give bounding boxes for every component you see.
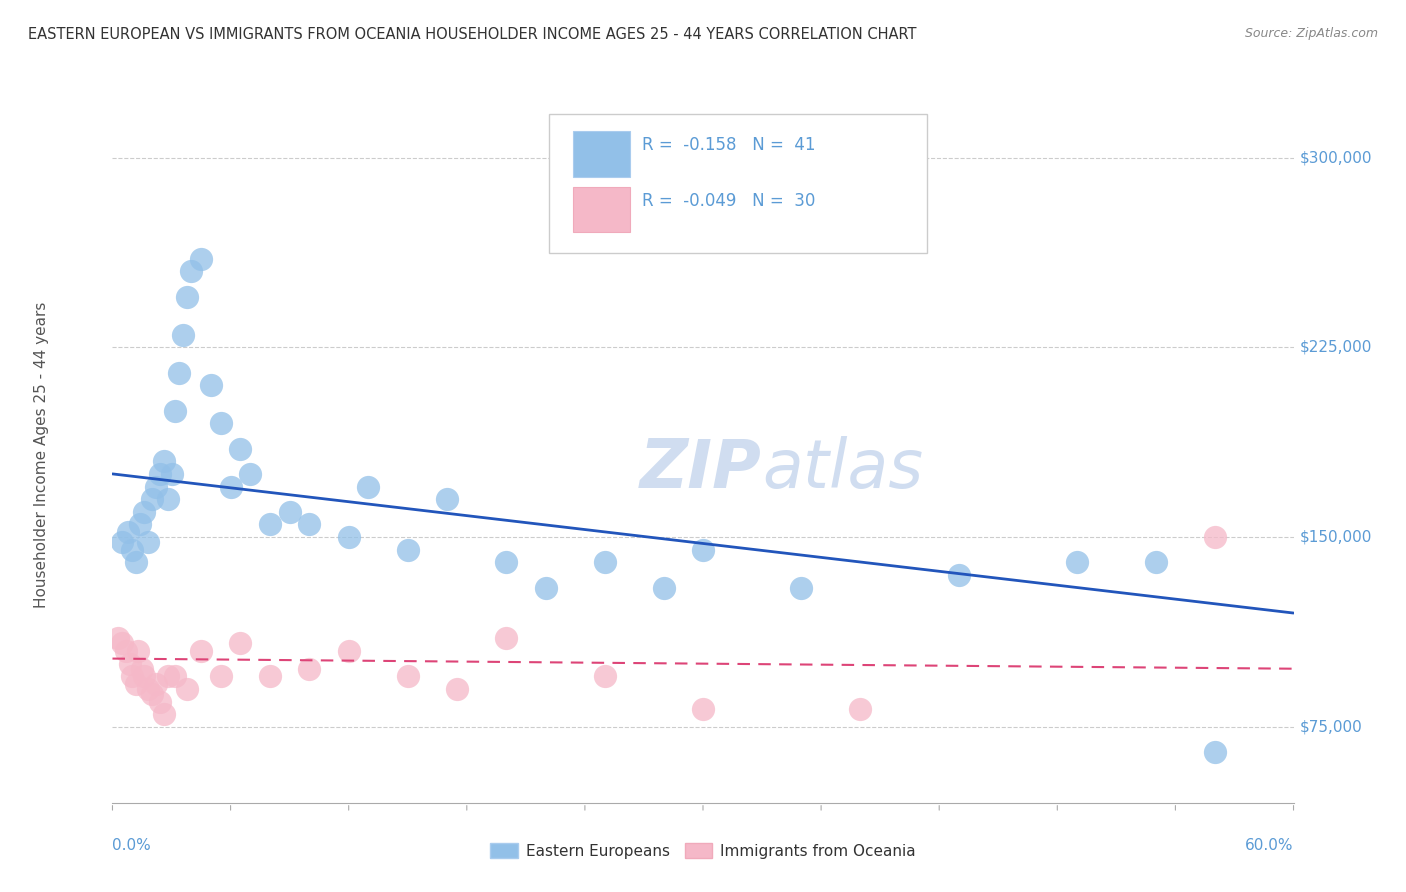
Point — [259, 517, 281, 532]
Point — [121, 542, 143, 557]
Point — [446, 681, 468, 696]
Text: R =  -0.158   N =  41: R = -0.158 N = 41 — [641, 136, 815, 154]
FancyBboxPatch shape — [574, 187, 630, 232]
Text: R =  -0.049   N =  30: R = -0.049 N = 30 — [641, 192, 815, 210]
Point — [849, 702, 872, 716]
Point — [298, 662, 321, 676]
Point — [127, 644, 149, 658]
Point — [652, 581, 675, 595]
Point — [156, 669, 179, 683]
Text: 0.0%: 0.0% — [112, 838, 152, 853]
FancyBboxPatch shape — [550, 114, 928, 253]
Point — [278, 505, 301, 519]
Point — [534, 581, 557, 595]
Point — [229, 442, 252, 456]
Point — [149, 695, 172, 709]
Point — [132, 505, 155, 519]
Text: $75,000: $75,000 — [1299, 720, 1362, 734]
Point — [692, 542, 714, 557]
Point — [129, 517, 152, 532]
Point — [190, 644, 212, 658]
Point — [1144, 556, 1167, 570]
FancyBboxPatch shape — [574, 131, 630, 177]
Point — [145, 677, 167, 691]
Text: ZIP: ZIP — [640, 436, 762, 502]
Point — [396, 669, 419, 683]
Legend: Eastern Europeans, Immigrants from Oceania: Eastern Europeans, Immigrants from Ocean… — [484, 837, 922, 864]
Point — [125, 556, 148, 570]
Point — [209, 417, 232, 431]
Point — [160, 467, 183, 481]
Point — [593, 669, 616, 683]
Text: atlas: atlas — [762, 436, 924, 502]
Point — [337, 644, 360, 658]
Point — [115, 644, 138, 658]
Point — [259, 669, 281, 683]
Point — [165, 403, 187, 417]
Point — [1066, 556, 1088, 570]
Text: EASTERN EUROPEAN VS IMMIGRANTS FROM OCEANIA HOUSEHOLDER INCOME AGES 25 - 44 YEAR: EASTERN EUROPEAN VS IMMIGRANTS FROM OCEA… — [28, 27, 917, 42]
Point — [145, 479, 167, 493]
Point — [593, 556, 616, 570]
Point — [396, 542, 419, 557]
Text: Householder Income Ages 25 - 44 years: Householder Income Ages 25 - 44 years — [34, 301, 49, 608]
Point — [176, 681, 198, 696]
Point — [131, 662, 153, 676]
Point — [152, 454, 174, 468]
Point — [136, 535, 159, 549]
Point — [176, 290, 198, 304]
Point — [357, 479, 380, 493]
Point — [337, 530, 360, 544]
Text: $300,000: $300,000 — [1299, 150, 1372, 165]
Point — [229, 636, 252, 650]
Point — [1204, 530, 1226, 544]
Point — [436, 492, 458, 507]
Point — [141, 687, 163, 701]
Point — [219, 479, 242, 493]
Point — [121, 669, 143, 683]
Point — [172, 327, 194, 342]
Point — [180, 264, 202, 278]
Point — [200, 378, 222, 392]
Point — [132, 669, 155, 683]
Point — [790, 581, 813, 595]
Text: Source: ZipAtlas.com: Source: ZipAtlas.com — [1244, 27, 1378, 40]
Point — [107, 632, 129, 646]
Point — [495, 632, 517, 646]
Point — [152, 707, 174, 722]
Point — [156, 492, 179, 507]
Point — [117, 525, 139, 540]
Point — [239, 467, 262, 481]
Point — [111, 636, 134, 650]
Point — [149, 467, 172, 481]
Point — [298, 517, 321, 532]
Point — [495, 556, 517, 570]
Point — [165, 669, 187, 683]
Point — [1204, 745, 1226, 759]
Point — [190, 252, 212, 266]
Point — [169, 366, 191, 380]
Point — [136, 681, 159, 696]
Point — [141, 492, 163, 507]
Point — [120, 657, 142, 671]
Point — [125, 677, 148, 691]
Text: 60.0%: 60.0% — [1246, 838, 1294, 853]
Point — [948, 568, 970, 582]
Point — [692, 702, 714, 716]
Text: $225,000: $225,000 — [1299, 340, 1372, 355]
Point — [111, 535, 134, 549]
Point — [209, 669, 232, 683]
Text: $150,000: $150,000 — [1299, 530, 1372, 545]
